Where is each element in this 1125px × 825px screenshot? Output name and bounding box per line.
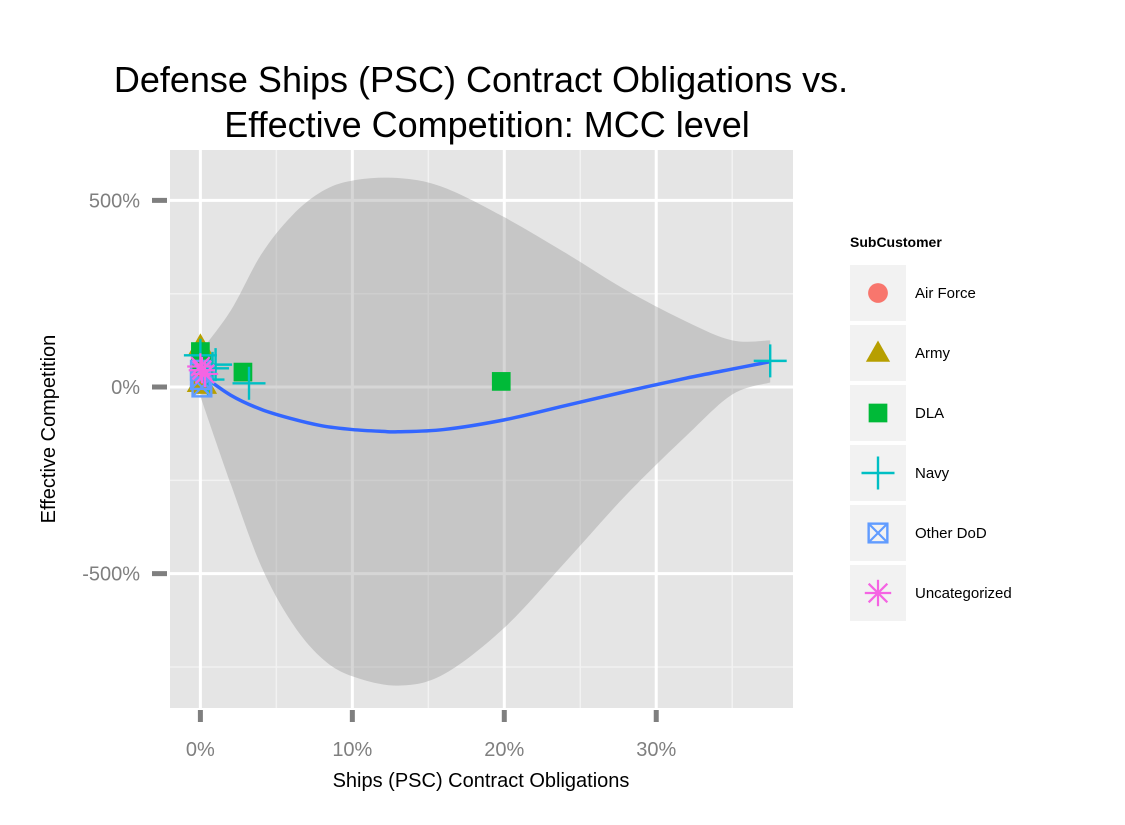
data-points (183, 333, 787, 400)
legend-symbol-uncategorized (864, 579, 892, 607)
x-tick-label: 0% (186, 739, 215, 761)
legend-label: Army (915, 345, 950, 362)
x-axis-title: Ships (PSC) Contract Obligations (333, 770, 630, 792)
y-tick-label: -500% (82, 564, 140, 586)
x-axis: 0% 10% 20% 30% (186, 710, 676, 761)
y-tick-label: 500% (89, 190, 140, 212)
data-point-uncategorized (191, 360, 219, 388)
legend-item-army: Army (850, 325, 950, 381)
legend-label: Uncategorized (915, 585, 1012, 602)
grid-minor (170, 150, 793, 708)
legend-item-other-dod: Other DoD (850, 505, 987, 561)
legend-label: Navy (915, 465, 950, 482)
smooth-line (199, 359, 771, 434)
x-tick-label: 30% (636, 739, 676, 761)
legend-symbol-air-force (868, 283, 888, 303)
legend-label: Other DoD (915, 525, 987, 542)
legend-label: DLA (915, 405, 944, 422)
data-point-dla (491, 372, 511, 391)
legend-symbol-dla (868, 403, 888, 423)
data-point-navy (232, 366, 266, 400)
data-point-uncategorized (187, 353, 214, 380)
x-tick-label: 10% (332, 739, 372, 761)
y-axis-title: Effective Competition (38, 335, 60, 524)
grid-major (170, 150, 793, 708)
x-tick-label: 20% (484, 739, 524, 761)
data-point-dla (233, 362, 253, 382)
confidence-band (200, 177, 771, 686)
legend-item-air-force: Air Force (850, 265, 976, 321)
legend-symbol-other-dod (867, 522, 889, 544)
legend-title: SubCustomer (850, 234, 942, 250)
legend-label: Air Force (915, 285, 976, 302)
y-axis: -500% 0% 500% (82, 190, 167, 586)
data-point-navy (753, 344, 787, 378)
chart-title-line2: Effective Competition: MCC level (224, 104, 750, 145)
plot-panel (170, 150, 793, 708)
y-tick-label: 0% (111, 377, 140, 399)
chart-title-line1: Defense Ships (PSC) Contract Obligations… (114, 59, 848, 100)
legend-symbol-navy (861, 456, 895, 490)
legend: SubCustomer Air Force Army DLA Navy Other Do… (850, 234, 1012, 621)
legend-item-navy: Navy (850, 445, 950, 501)
legend-item-uncategorized: Uncategorized (850, 565, 1012, 621)
legend-item-dla: DLA (850, 385, 944, 441)
legend-symbol-army (865, 340, 891, 362)
